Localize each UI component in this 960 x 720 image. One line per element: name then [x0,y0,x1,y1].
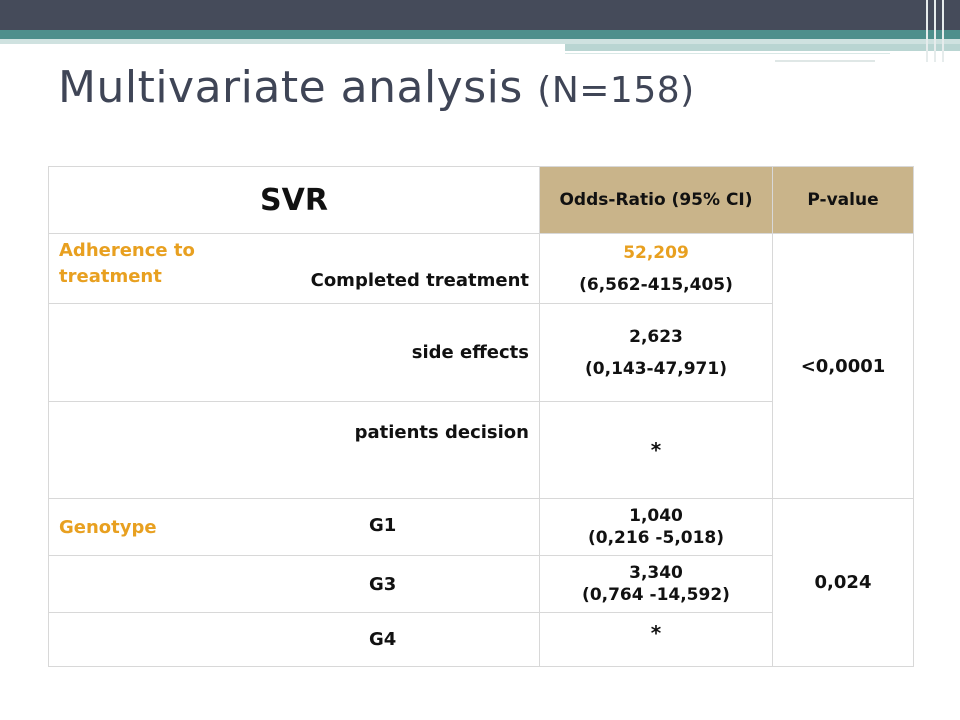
category-adherence: Adherence to treatment [59,240,195,287]
slide-title: Multivariate analysis (N=158) [58,62,695,113]
row-label-patients-decision: patients decision [354,422,529,443]
row-label-g4: G4 [369,629,397,650]
table-row: side effects 2,623 (0,143-47,971) [48,303,914,402]
row-label-cell: G3 [48,555,540,613]
p-value-genotype: 0,024 [772,498,914,667]
table-row: patients decision * [48,401,914,499]
odds-ratio-cell: 52,209 (6,562-415,405) [539,233,773,304]
header-odds-ratio: Odds-Ratio (95% CI) [539,166,773,234]
confidence-interval: (0,764 -14,592) [582,585,730,605]
row-label-side-effects: side effects [411,342,529,363]
confidence-interval: (0,143-47,971) [585,358,727,379]
confidence-interval: (0,216 -5,018) [587,528,725,548]
table-row: Genotype G1 1,040 (0,216 -5,018) 0,024 [48,498,914,667]
slide-title-sample-size: (N=158) [537,70,695,111]
table-header-row: SVR Odds-Ratio (95% CI) P-value [48,166,914,234]
odds-ratio-value: 52,209 [623,242,689,263]
odds-ratio-value: 3,340 [629,563,683,583]
light-stripe [0,39,960,44]
accent-line [565,51,890,54]
decorative-vertical-lines [926,0,952,62]
top-banner [0,0,960,30]
row-label-cell: Adherence to treatment Completed treatme… [48,233,540,304]
table-row: G4 * [48,612,914,667]
row-label-g3: G3 [369,574,397,595]
header-svr: SVR [48,166,540,234]
row-label-cell: G4 [48,612,540,667]
confidence-interval: (6,562-415,405) [579,274,733,295]
row-label-g1: G1 [369,515,397,536]
teal-accent-stripe [565,44,960,51]
slide-title-main: Multivariate analysis [58,62,523,113]
p-value-adherence: <0,0001 [772,233,914,499]
odds-ratio-value: 2,623 [629,326,683,347]
odds-ratio-reference: * [539,612,773,667]
header-p-value: P-value [772,166,914,234]
odds-ratio-cell: 2,623 (0,143-47,971) [539,303,773,402]
odds-ratio-value: 1,040 [629,506,683,526]
row-label-cell: side effects [48,303,540,402]
odds-ratio-cell: 3,340 (0,764 -14,592) [539,555,773,613]
odds-ratio-cell: 1,040 (0,216 -5,018) [539,498,773,556]
row-label-cell: Genotype G1 [48,498,540,556]
multivariate-table: SVR Odds-Ratio (95% CI) P-value Adherenc… [48,166,914,667]
teal-stripe [0,30,960,39]
table-row: G3 3,340 (0,764 -14,592) [48,555,914,613]
table-row: Adherence to treatment Completed treatme… [48,233,914,499]
row-label-cell: patients decision [48,401,540,499]
accent-line-shadow [775,60,875,62]
odds-ratio-reference: * [539,401,773,499]
row-label-completed: Completed treatment [310,270,529,291]
category-genotype: Genotype [59,517,157,538]
